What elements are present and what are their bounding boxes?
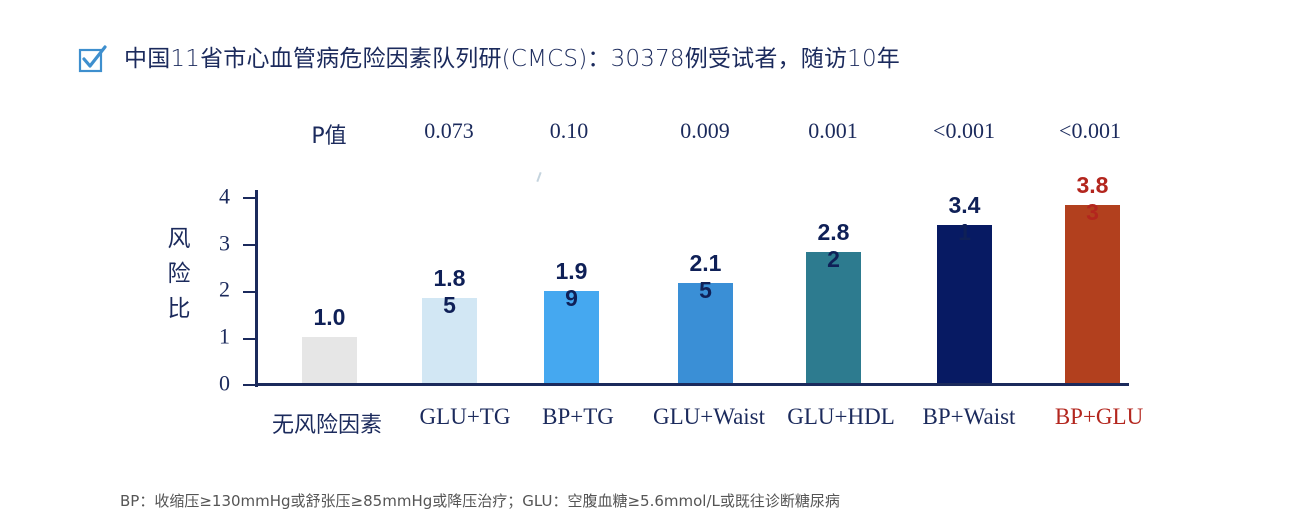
bar-value-label-bp-glu: 3.8 3 bbox=[1076, 171, 1109, 225]
y-tick-4 bbox=[243, 197, 256, 199]
y-tick-label-4: 4 bbox=[219, 183, 230, 209]
bar-value-label-bp-waist: 3.4 1 bbox=[948, 191, 981, 245]
category-label-bp-tg: BP+TG bbox=[542, 404, 614, 429]
slide-header: 中国11省市心血管病危险因素队列研(CMCS)：30378例受试者，随访10年 bbox=[78, 38, 900, 74]
p-value-glu-hdl: 0.001 bbox=[808, 118, 858, 143]
bar-glu-waist bbox=[678, 283, 733, 384]
p-value-bp-tg: 0.10 bbox=[549, 118, 589, 143]
category-label-no-risk: 无风险因素 bbox=[271, 413, 383, 438]
y-tick-0 bbox=[243, 384, 256, 386]
bar-value-label-no-risk: 1.0 bbox=[313, 304, 346, 331]
bar-bp-tg bbox=[544, 290, 599, 384]
p-value-bp-waist: <0.001 bbox=[933, 118, 995, 143]
y-tick-1 bbox=[243, 338, 256, 340]
p-value-bp-glu: <0.001 bbox=[1059, 118, 1121, 143]
footnote: BP：收缩压≥130mmHg或舒张压≥85mmHg或降压治疗；GLU：空腹血糖≥… bbox=[120, 492, 840, 510]
category-label-glu-tg: GLU+TG bbox=[419, 404, 511, 429]
x-axis bbox=[255, 383, 1129, 386]
y-tick-2 bbox=[243, 291, 256, 293]
y-axis-label: 风险比 bbox=[167, 226, 191, 322]
bar-no-risk bbox=[302, 337, 357, 384]
y-tick-3 bbox=[243, 244, 256, 246]
bar-bp-waist bbox=[937, 224, 992, 384]
stray-mark bbox=[536, 171, 542, 183]
checkbox-checked-icon bbox=[78, 45, 107, 73]
slide-title: 中国11省市心血管病危险因素队列研(CMCS)：30378例受试者，随访10年 bbox=[124, 46, 901, 72]
y-tick-label-3: 3 bbox=[219, 230, 230, 256]
y-tick-label-0: 0 bbox=[219, 370, 230, 396]
category-label-glu-hdl: GLU+HDL bbox=[787, 404, 895, 429]
p-value-label: P值 bbox=[311, 124, 347, 149]
category-label-glu-waist: GLU+Waist bbox=[652, 404, 766, 429]
category-label-bp-glu: BP+GLU bbox=[1054, 404, 1144, 429]
bar-value-label-glu-waist: 2.1 5 bbox=[689, 250, 722, 304]
bar-value-label-bp-tg: 1.9 9 bbox=[555, 257, 588, 311]
y-axis bbox=[255, 190, 258, 387]
p-value-glu-tg: 0.073 bbox=[424, 118, 474, 143]
bar-bp-glu bbox=[1065, 204, 1120, 384]
bar-value-label-glu-tg: 1.8 5 bbox=[433, 264, 466, 318]
y-tick-label-1: 1 bbox=[219, 323, 230, 349]
bar-value-label-glu-hdl: 2.8 2 bbox=[817, 219, 850, 273]
p-value-glu-waist: 0.009 bbox=[680, 118, 730, 143]
category-label-bp-waist: BP+Waist bbox=[922, 404, 1016, 429]
bar-glu-tg bbox=[422, 297, 477, 384]
bar-glu-hdl bbox=[806, 252, 861, 384]
y-tick-label-2: 2 bbox=[219, 276, 230, 302]
